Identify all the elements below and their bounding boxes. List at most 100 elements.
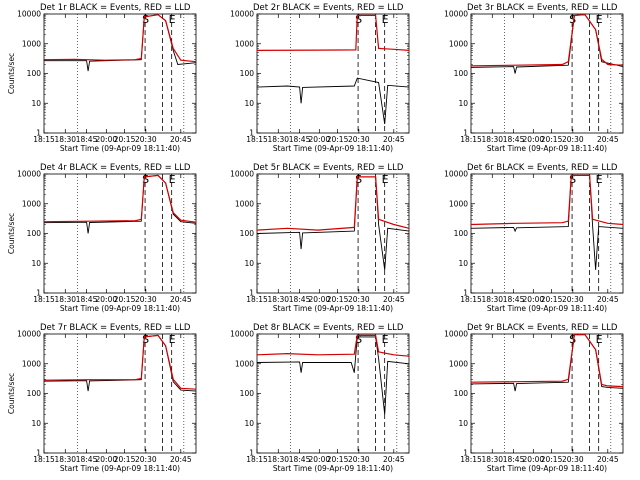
panel-4: Det 4r BLACK = Events, RED = LLD 1 10 100 10… bbox=[7, 163, 197, 313]
y-tick-label: 100 bbox=[240, 389, 255, 398]
y-tick-label: 10 bbox=[244, 259, 254, 268]
x-axis-label: Start Time (09-Apr-09 18:11:40) bbox=[273, 464, 393, 473]
x-tick-label: 20:45 bbox=[170, 455, 192, 464]
y-tick-label: 1000 bbox=[449, 199, 468, 208]
x-tick-label: 20:15 bbox=[327, 135, 349, 144]
lld-series-line bbox=[256, 334, 410, 357]
panel-6: Det 6r BLACK = Events, RED = LLD 1 10 100 10… bbox=[444, 163, 624, 313]
panel-8: Det 8r BLACK = Events, RED = LLD 1 10 100 10… bbox=[230, 323, 410, 473]
y-tick-label: 1 bbox=[463, 449, 468, 458]
panel-title: Det 6r BLACK = Events, RED = LLD bbox=[467, 163, 618, 173]
y-tick-label: 10 bbox=[458, 419, 468, 428]
x-tick-label: 20:30 bbox=[135, 455, 157, 464]
x-tick-label: 18:15 bbox=[33, 455, 55, 464]
x-tick-label: 20:45 bbox=[597, 295, 619, 304]
marker-label: E bbox=[169, 173, 176, 186]
y-tick-label: 1 bbox=[36, 129, 41, 138]
y-tick-label: 10 bbox=[244, 99, 254, 108]
x-tick-label: 20:15 bbox=[327, 455, 349, 464]
x-tick-label: 20:00 bbox=[309, 455, 331, 464]
y-tick-label: 1000 bbox=[449, 39, 468, 48]
marker-label: E bbox=[596, 173, 603, 186]
y-tick-label: 1000 bbox=[449, 359, 468, 368]
events-series-line bbox=[256, 336, 410, 415]
x-axis-label: Start Time (09-Apr-09 18:11:40) bbox=[60, 464, 180, 473]
y-tick-label: 1000 bbox=[22, 199, 41, 208]
x-tick-label: 18:15 bbox=[246, 135, 268, 144]
x-tick-label: 20:45 bbox=[597, 455, 619, 464]
y-tick-label: 1 bbox=[463, 129, 468, 138]
marker-label: S bbox=[355, 173, 362, 186]
y-tick-label: 10 bbox=[31, 99, 41, 108]
x-tick-label: 20:45 bbox=[383, 135, 405, 144]
x-tick-label: 18:15 bbox=[460, 295, 482, 304]
x-tick-label: 18:30 bbox=[481, 455, 503, 464]
y-tick-label: 1000 bbox=[235, 199, 254, 208]
x-tick-label: 18:45 bbox=[76, 455, 98, 464]
x-tick-label: 20:30 bbox=[562, 295, 584, 304]
y-tick-label: 100 bbox=[454, 389, 469, 398]
x-tick-label: 18:15 bbox=[246, 295, 268, 304]
y-tick-label: 1 bbox=[249, 449, 254, 458]
x-tick-label: 18:15 bbox=[33, 295, 55, 304]
y-axis-label: Counts/sec bbox=[7, 213, 16, 254]
marker-label: E bbox=[382, 13, 389, 26]
x-tick-label: 20:15 bbox=[541, 295, 563, 304]
x-tick-label: 20:00 bbox=[523, 455, 545, 464]
y-tick-label: 10 bbox=[31, 259, 41, 268]
lld-series-line bbox=[43, 334, 197, 390]
x-tick-label: 20:15 bbox=[327, 295, 349, 304]
plot-frame bbox=[43, 333, 197, 454]
x-tick-label: 18:30 bbox=[54, 295, 76, 304]
marker-label: E bbox=[596, 13, 603, 26]
y-tick-label: 10000 bbox=[444, 170, 468, 179]
panel-title: Det 3r BLACK = Events, RED = LLD bbox=[467, 3, 618, 13]
y-tick-label: 10000 bbox=[230, 330, 254, 339]
x-tick-label: 20:15 bbox=[114, 455, 136, 464]
panel-title: Det 1r BLACK = Events, RED = LLD bbox=[40, 3, 191, 13]
lld-series-line bbox=[43, 174, 197, 223]
panel-9: Det 9r BLACK = Events, RED = LLD 1 10 100 10… bbox=[444, 323, 624, 473]
x-tick-label: 18:15 bbox=[246, 455, 268, 464]
marker-label: S bbox=[142, 13, 149, 26]
x-tick-label: 18:45 bbox=[76, 295, 98, 304]
y-tick-label: 1000 bbox=[22, 359, 41, 368]
y-tick-label: 1 bbox=[36, 449, 41, 458]
plot-frame bbox=[43, 13, 197, 134]
x-tick-label: 18:45 bbox=[289, 295, 311, 304]
x-tick-label: 20:45 bbox=[597, 135, 619, 144]
y-tick-label: 10000 bbox=[17, 330, 41, 339]
x-tick-label: 20:15 bbox=[541, 135, 563, 144]
x-tick-label: 18:45 bbox=[76, 135, 98, 144]
panel-3: Det 3r BLACK = Events, RED = LLD 1 10 100 10… bbox=[444, 3, 624, 153]
x-tick-label: 20:00 bbox=[523, 135, 545, 144]
events-series-line bbox=[256, 77, 410, 125]
y-tick-label: 100 bbox=[454, 229, 469, 238]
lld-series-line bbox=[470, 14, 624, 67]
y-tick-label: 10000 bbox=[17, 10, 41, 19]
y-tick-label: 10000 bbox=[230, 170, 254, 179]
plot-frame bbox=[470, 13, 624, 134]
marker-label: S bbox=[355, 13, 362, 26]
x-tick-label: 20:30 bbox=[135, 295, 157, 304]
x-tick-label: 20:30 bbox=[348, 295, 370, 304]
panel-title: Det 2r BLACK = Events, RED = LLD bbox=[253, 3, 404, 13]
lld-series-line bbox=[256, 14, 410, 51]
x-tick-label: 20:45 bbox=[383, 455, 405, 464]
x-tick-label: 18:15 bbox=[460, 135, 482, 144]
y-tick-label: 10000 bbox=[444, 330, 468, 339]
y-tick-label: 1000 bbox=[22, 39, 41, 48]
y-tick-label: 10000 bbox=[444, 10, 468, 19]
plot-frame bbox=[256, 13, 410, 134]
x-tick-label: 18:30 bbox=[54, 135, 76, 144]
x-tick-label: 18:45 bbox=[289, 135, 311, 144]
plot-frame bbox=[470, 333, 624, 454]
x-tick-label: 20:45 bbox=[170, 295, 192, 304]
lld-series-line bbox=[256, 176, 410, 231]
x-tick-label: 20:00 bbox=[96, 455, 118, 464]
y-tick-label: 1 bbox=[463, 289, 468, 298]
plot-frame bbox=[43, 173, 197, 294]
x-tick-label: 20:15 bbox=[114, 295, 136, 304]
y-tick-label: 1000 bbox=[235, 39, 254, 48]
